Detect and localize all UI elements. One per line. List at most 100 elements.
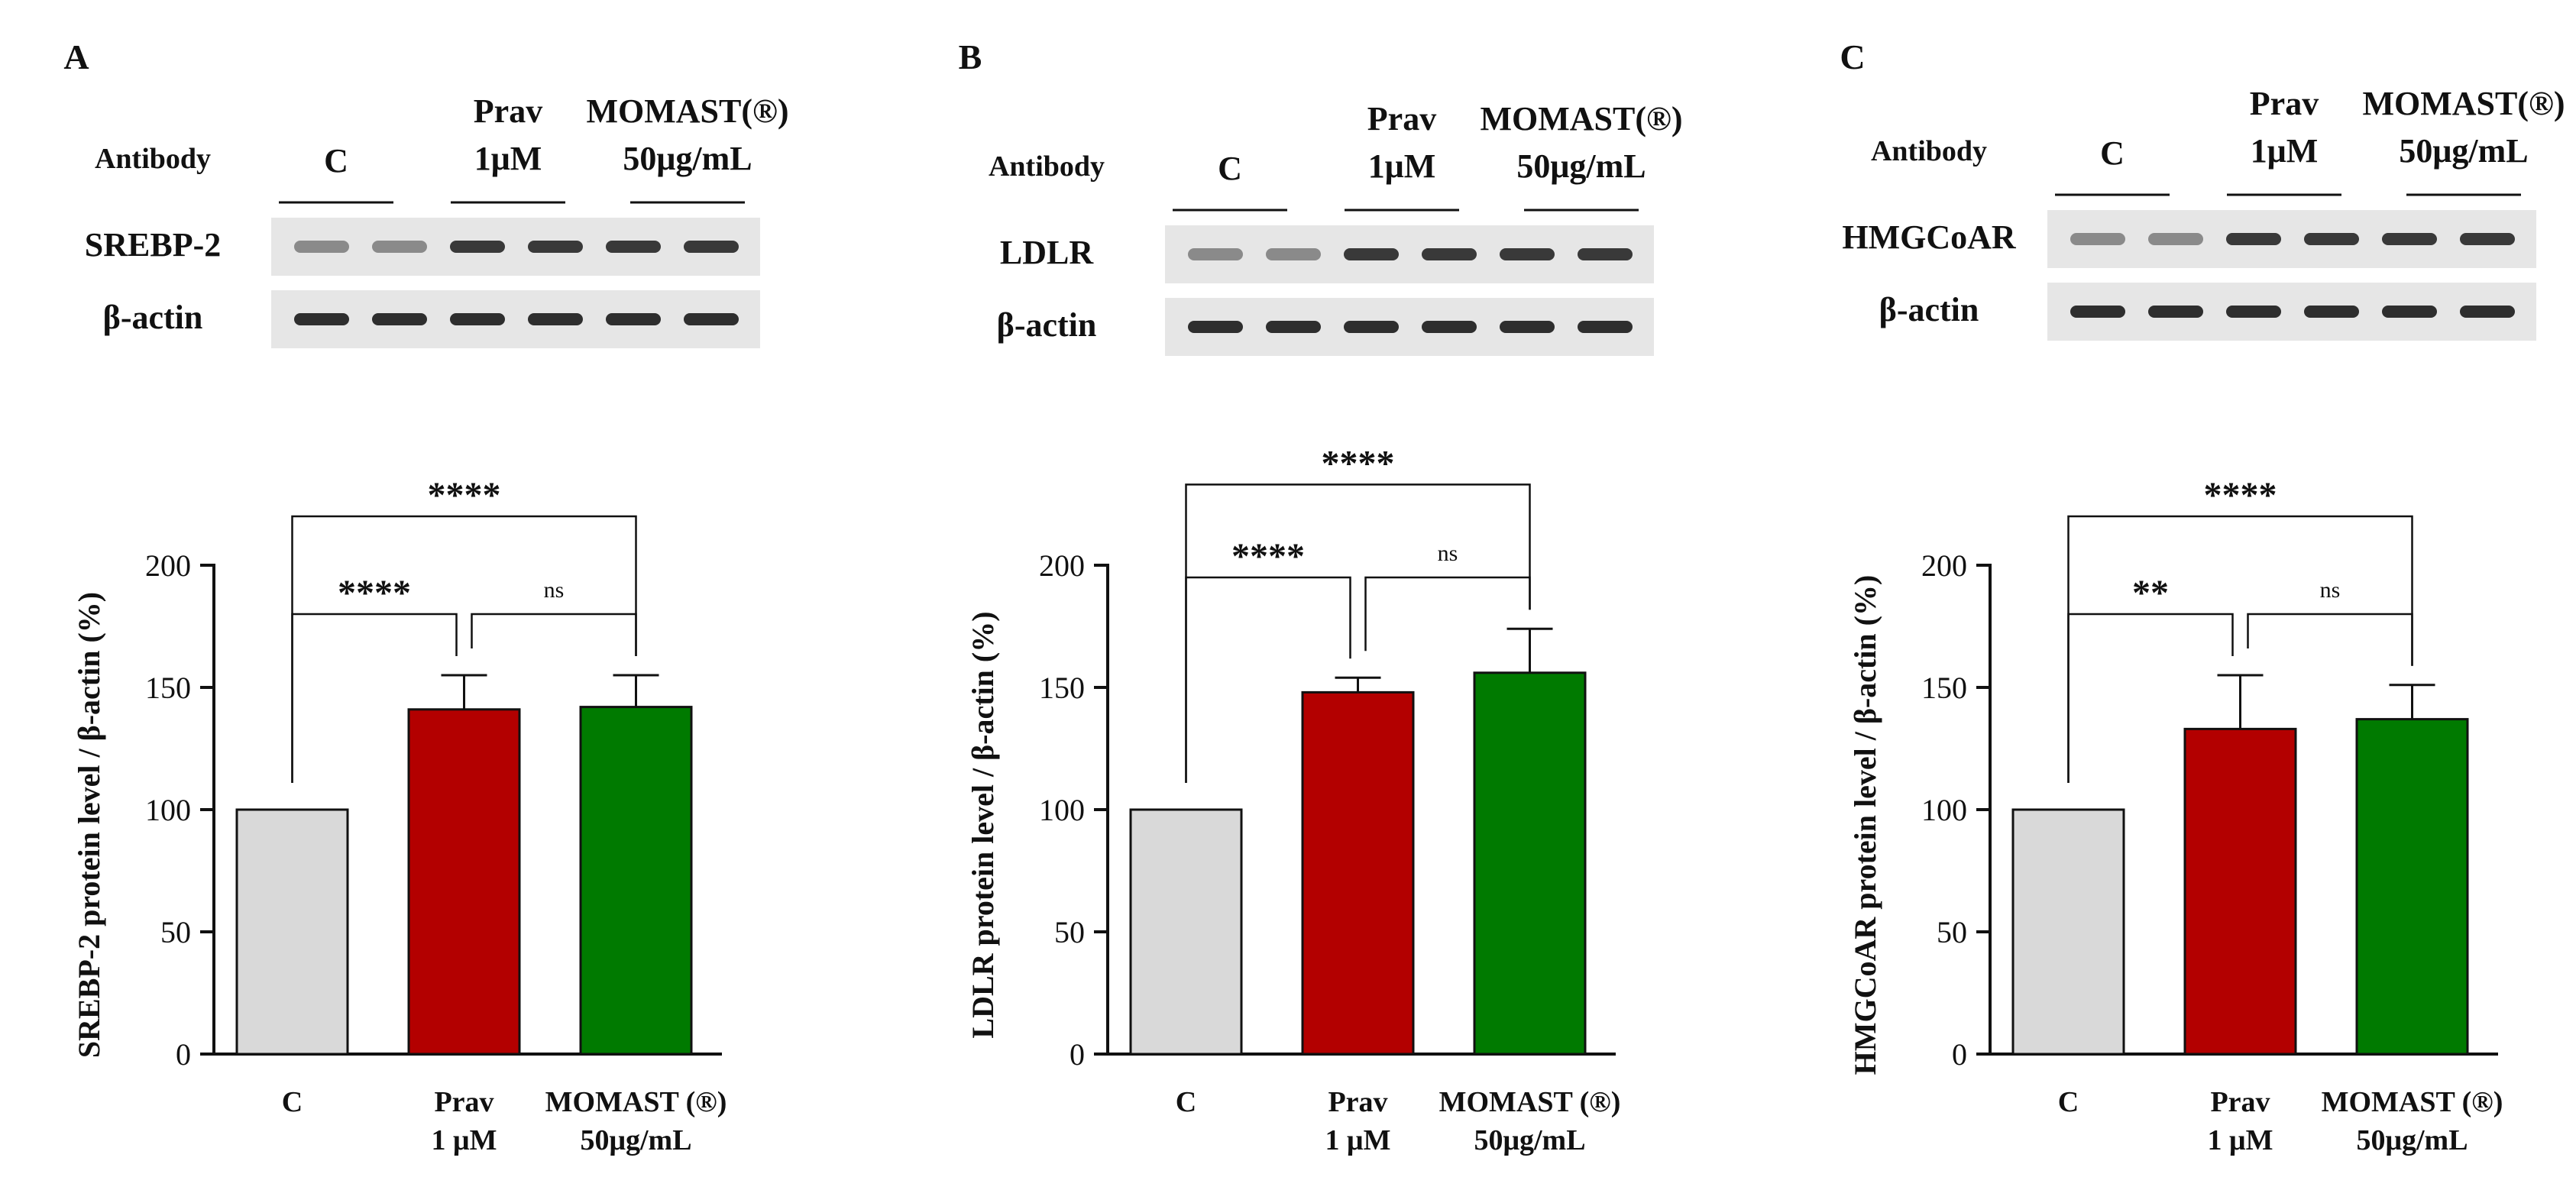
western-blot: Antibody C Prav 1μM MOMAST(®) 50μg/mL LDLR β-ac…	[989, 100, 1683, 356]
significance-label: ****	[1231, 536, 1305, 577]
blot-band	[1188, 321, 1243, 333]
y-tick-label: 50	[160, 915, 191, 949]
x-tick-label: 1 μM	[1325, 1124, 1391, 1156]
blot-band	[2382, 233, 2437, 245]
blot-band	[2148, 306, 2203, 318]
x-tick-label: C	[2058, 1086, 2079, 1118]
blot-band	[450, 313, 505, 325]
group-label: C	[2100, 134, 2125, 172]
blot-band	[294, 241, 349, 253]
x-tick-label: 1 μM	[2208, 1124, 2273, 1156]
blot-band	[2304, 233, 2359, 245]
bar-chart: 0 50 100 150 200 HMGCoAR protein level / β-ac…	[1848, 475, 2503, 1156]
group-label-line: 50μg/mL	[623, 140, 752, 177]
blot-band	[2460, 233, 2515, 245]
blot-band	[606, 241, 661, 253]
group-label-line: 1μM	[2251, 132, 2318, 170]
x-tick-label: Prav	[2210, 1086, 2270, 1118]
blot-band	[1266, 248, 1321, 260]
significance-label: **	[2132, 573, 2169, 613]
blot-band	[372, 241, 427, 253]
blot-band	[2304, 306, 2359, 318]
blot-row-label: LDLR	[1000, 234, 1094, 271]
blot-band	[2226, 306, 2281, 318]
blot-band	[1578, 321, 1633, 333]
blot-band	[1500, 321, 1555, 333]
blot-band	[528, 313, 583, 325]
y-tick-label: 100	[1039, 793, 1085, 827]
x-tick-label: 50μg/mL	[1474, 1124, 1585, 1156]
y-tick-label: 0	[176, 1037, 191, 1072]
x-tick-label: MOMAST (®)	[2322, 1086, 2503, 1118]
blot-band	[1500, 248, 1555, 260]
blot-strip	[1165, 225, 1654, 283]
bar	[235, 808, 349, 1056]
group-label-line: 1μM	[474, 140, 542, 177]
y-tick-label: 200	[1921, 548, 1967, 583]
blot-band	[2070, 306, 2125, 318]
antibody-label: Antibody	[95, 143, 211, 175]
antibody-label: Antibody	[1871, 135, 1987, 167]
y-tick-label: 200	[1039, 548, 1085, 583]
bar-chart: 0 50 100 150 200 SREBP-2 protein level / β-ac…	[72, 475, 727, 1156]
x-tick-label: MOMAST (®)	[1439, 1086, 1621, 1118]
bar	[407, 708, 521, 1056]
significance-bracket	[2067, 613, 2234, 783]
western-blot: Antibody C Prav 1μM MOMAST(®) 50μg/mL SREBP-2 β…	[85, 92, 789, 348]
blot-band	[1344, 321, 1399, 333]
blot-band	[2226, 233, 2281, 245]
blot-band	[1578, 248, 1633, 260]
significance-label: ns	[2320, 577, 2341, 603]
blot-row-label: β-actin	[1879, 291, 1979, 328]
bar-chart: 0 50 100 150 200 LDLR protein level / β-actin…	[966, 443, 1620, 1156]
y-axis-label: SREBP-2 protein level / β-actin (%)	[72, 592, 106, 1058]
significance-label: ns	[544, 577, 565, 603]
blot-band	[684, 241, 739, 253]
blot-band	[684, 313, 739, 325]
bar	[1301, 690, 1415, 1056]
group-label: C	[1218, 150, 1242, 187]
blot-band	[2382, 306, 2437, 318]
bar	[2355, 718, 2469, 1056]
x-tick-label: 1 μM	[432, 1124, 497, 1156]
group-label-line: MOMAST(®)	[2362, 85, 2565, 122]
significance-label: ns	[1438, 541, 1458, 566]
blot-strip	[1165, 298, 1654, 356]
blot-band	[450, 241, 505, 253]
group-label-line: MOMAST(®)	[1480, 100, 1682, 137]
panel-letter: A	[63, 37, 89, 76]
x-tick-label: C	[282, 1086, 303, 1118]
y-tick-label: 50	[1054, 915, 1085, 949]
western-blot: Antibody C Prav 1μM MOMAST(®) 50μg/mL HMGCoAR β…	[1842, 85, 2565, 341]
y-tick-label: 200	[145, 548, 191, 583]
blot-band	[606, 313, 661, 325]
bar	[1473, 671, 1587, 1056]
blot-band	[1344, 248, 1399, 260]
blot-band	[372, 313, 427, 325]
x-tick-label: C	[1176, 1086, 1196, 1118]
y-tick-label: 150	[1039, 671, 1085, 705]
significance-label: ****	[2204, 475, 2277, 516]
blot-strip	[271, 290, 760, 348]
panel-c: C Antibody C Prav 1μM MOMAST(®) 50μg/mL HMGCoAR…	[1840, 37, 2565, 1156]
x-tick-label: 50μg/mL	[2356, 1124, 2468, 1156]
y-tick-label: 50	[1937, 915, 1967, 949]
significance-label: ****	[338, 573, 411, 613]
significance-bracket	[1364, 576, 1531, 652]
group-label: C	[324, 142, 348, 179]
blot-row-label: β-actin	[103, 299, 203, 336]
x-tick-label: Prav	[1328, 1086, 1387, 1118]
blot-band	[1422, 321, 1477, 333]
group-label-line: Prav	[1367, 100, 1436, 137]
blot-band	[2460, 306, 2515, 318]
blot-band	[1188, 248, 1243, 260]
group-label-line: 1μM	[1368, 147, 1435, 185]
bar	[579, 706, 693, 1056]
bar	[2011, 808, 2125, 1056]
group-label-line: MOMAST(®)	[586, 92, 788, 130]
y-tick-label: 150	[145, 671, 191, 705]
blot-strip	[2047, 210, 2536, 268]
blot-band	[294, 313, 349, 325]
significance-bracket	[471, 613, 637, 656]
blot-band	[1422, 248, 1477, 260]
